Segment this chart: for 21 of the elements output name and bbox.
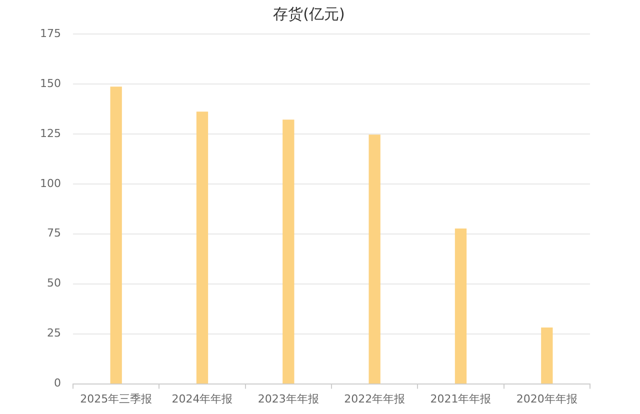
bar: [110, 86, 122, 384]
y-tick-label: 125: [40, 126, 61, 140]
bar: [196, 112, 208, 384]
bar: [541, 328, 553, 384]
x-tick-label: 2024年年报: [172, 392, 233, 406]
y-tick-label: 175: [40, 26, 61, 40]
bar: [454, 228, 467, 384]
y-tick-label: 150: [40, 76, 61, 90]
y-tick-label: 75: [46, 226, 61, 240]
x-tick-label: 2023年年报: [258, 392, 319, 406]
y-tick-label: 25: [46, 326, 61, 340]
x-tick-label: 2025年三季报: [80, 392, 152, 406]
bar: [282, 120, 294, 384]
y-tick-label: 0: [54, 376, 61, 390]
chart-title: 存货(亿元): [273, 4, 345, 23]
x-tick-label: 2020年年报: [516, 392, 578, 406]
x-tick-label: 2022年年报: [344, 392, 406, 406]
y-tick-label: 100: [40, 176, 61, 190]
x-tick-label: 2021年年报: [430, 392, 492, 406]
y-tick-label: 50: [46, 276, 61, 290]
bar: [368, 134, 380, 384]
